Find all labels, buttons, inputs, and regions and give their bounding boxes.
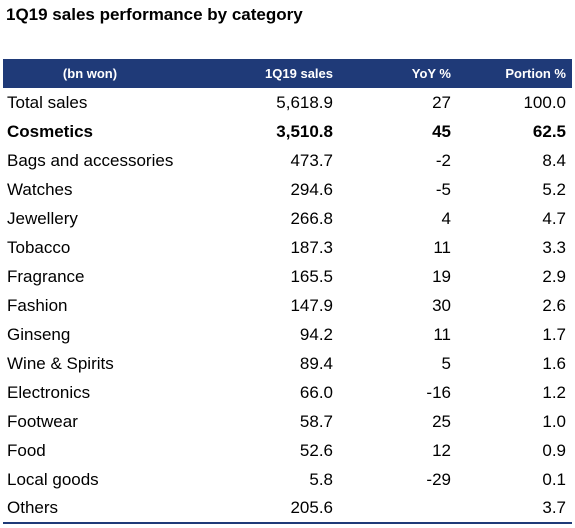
- sales-cell: 89.4: [299, 353, 333, 373]
- table-row: Fashion 147.9 30 2.6: [3, 291, 572, 320]
- category-cell: Local goods: [7, 469, 99, 489]
- portion-cell: 2.6: [542, 295, 566, 315]
- sales-cell: 94.2: [299, 324, 333, 344]
- portion-cell: 0.9: [542, 440, 566, 460]
- table-row: Food 52.6 12 0.9: [3, 436, 572, 465]
- yoy-cell: 45: [432, 121, 451, 141]
- portion-cell: 1.7: [542, 324, 566, 344]
- yoy-cell: 5: [441, 353, 451, 373]
- table-row: Tobacco 187.3 11 3.3: [3, 233, 572, 262]
- table-row: Fragrance 165.5 19 2.9: [3, 262, 572, 291]
- yoy-cell: 4: [441, 208, 451, 228]
- table-row: Footwear 58.7 25 1.0: [3, 407, 572, 436]
- category-cell: Others: [3, 494, 177, 524]
- sales-cell: 187.3: [290, 237, 333, 257]
- table-row: Jewellery 266.8 4 4.7: [3, 204, 572, 233]
- table-header-row: (bn won) 1Q19 sales YoY % Portion %: [3, 59, 572, 88]
- category-cell: Fashion: [7, 295, 68, 315]
- category-cell: Footwear: [7, 411, 78, 431]
- yoy-cell: -29: [426, 469, 451, 489]
- sales-cell: 3,510.8: [276, 121, 333, 141]
- sales-cell: 58.7: [299, 411, 333, 431]
- category-cell: Total sales: [7, 92, 88, 112]
- yoy-cell: -16: [426, 382, 451, 402]
- portion-cell: 1.6: [542, 353, 566, 373]
- sales-cell: 473.7: [290, 150, 333, 170]
- category-cell: Wine & Spirits: [7, 353, 114, 373]
- portion-cell: 8.4: [542, 150, 566, 170]
- category-cell: Bags and accessories: [7, 150, 174, 170]
- sales-cell: 5.8: [309, 469, 333, 489]
- category-cell: Fragrance: [7, 266, 85, 286]
- table-row: Others 205.6 3.7: [3, 494, 572, 524]
- sales-table: (bn won) 1Q19 sales YoY % Portion % Tota…: [3, 59, 572, 524]
- header-unit: (bn won): [62, 66, 118, 81]
- table-row: Bags and accessories 473.7 -2 8.4: [3, 146, 572, 175]
- category-cell: Ginseng: [7, 324, 71, 344]
- yoy-cell: 12: [432, 440, 451, 460]
- sales-cell: 5,618.9: [276, 92, 333, 112]
- yoy-cell: [339, 494, 457, 524]
- category-cell: Cosmetics: [7, 121, 93, 141]
- sales-cell: 165.5: [290, 266, 333, 286]
- table-row: Wine & Spirits 89.4 5 1.6: [3, 349, 572, 378]
- sales-cell: 147.9: [290, 295, 333, 315]
- page-title: 1Q19 sales performance by category: [6, 5, 303, 24]
- yoy-cell: 27: [432, 92, 451, 112]
- sales-cell: 266.8: [290, 208, 333, 228]
- portion-cell: 1.2: [542, 382, 566, 402]
- category-cell: Tobacco: [7, 237, 71, 257]
- header-sales: 1Q19 sales: [265, 66, 333, 81]
- category-cell: Watches: [7, 179, 73, 199]
- table-row: Watches 294.6 -5 5.2: [3, 175, 572, 204]
- yoy-cell: -2: [435, 150, 451, 170]
- category-cell: Food: [7, 440, 46, 460]
- yoy-cell: 30: [432, 295, 451, 315]
- yoy-cell: 25: [432, 411, 451, 431]
- portion-cell: 2.9: [542, 266, 566, 286]
- category-cell: Jewellery: [7, 208, 78, 228]
- table-body: Total sales 5,618.9 27 100.0 Cosmetics 3,510.…: [3, 88, 572, 524]
- sales-cell: 205.6: [177, 494, 339, 524]
- header-yoy: YoY %: [411, 66, 451, 81]
- table-row: Electronics 66.0 -16 1.2: [3, 378, 572, 407]
- portion-cell: 3.3: [542, 237, 566, 257]
- table-row: Cosmetics 3,510.8 45 62.5: [3, 117, 572, 146]
- yoy-cell: 11: [433, 324, 451, 344]
- sales-cell: 294.6: [290, 179, 333, 199]
- portion-cell: 100.0: [523, 92, 566, 112]
- sales-cell: 66.0: [299, 382, 333, 402]
- category-cell: Electronics: [7, 382, 91, 402]
- table-row: Total sales 5,618.9 27 100.0: [3, 88, 572, 117]
- yoy-cell: 11: [433, 237, 451, 257]
- portion-cell: 0.1: [542, 469, 566, 489]
- portion-cell: 1.0: [542, 411, 566, 431]
- yoy-cell: -5: [435, 179, 451, 199]
- header-portion: Portion %: [505, 66, 566, 81]
- sales-cell: 52.6: [299, 440, 333, 460]
- portion-cell: 3.7: [457, 494, 572, 524]
- table-row: Ginseng 94.2 11 1.7: [3, 320, 572, 349]
- portion-cell: 4.7: [542, 208, 566, 228]
- yoy-cell: 19: [432, 266, 451, 286]
- portion-cell: 62.5: [532, 121, 566, 141]
- table-row: Local goods 5.8 -29 0.1: [3, 465, 572, 494]
- portion-cell: 5.2: [542, 179, 566, 199]
